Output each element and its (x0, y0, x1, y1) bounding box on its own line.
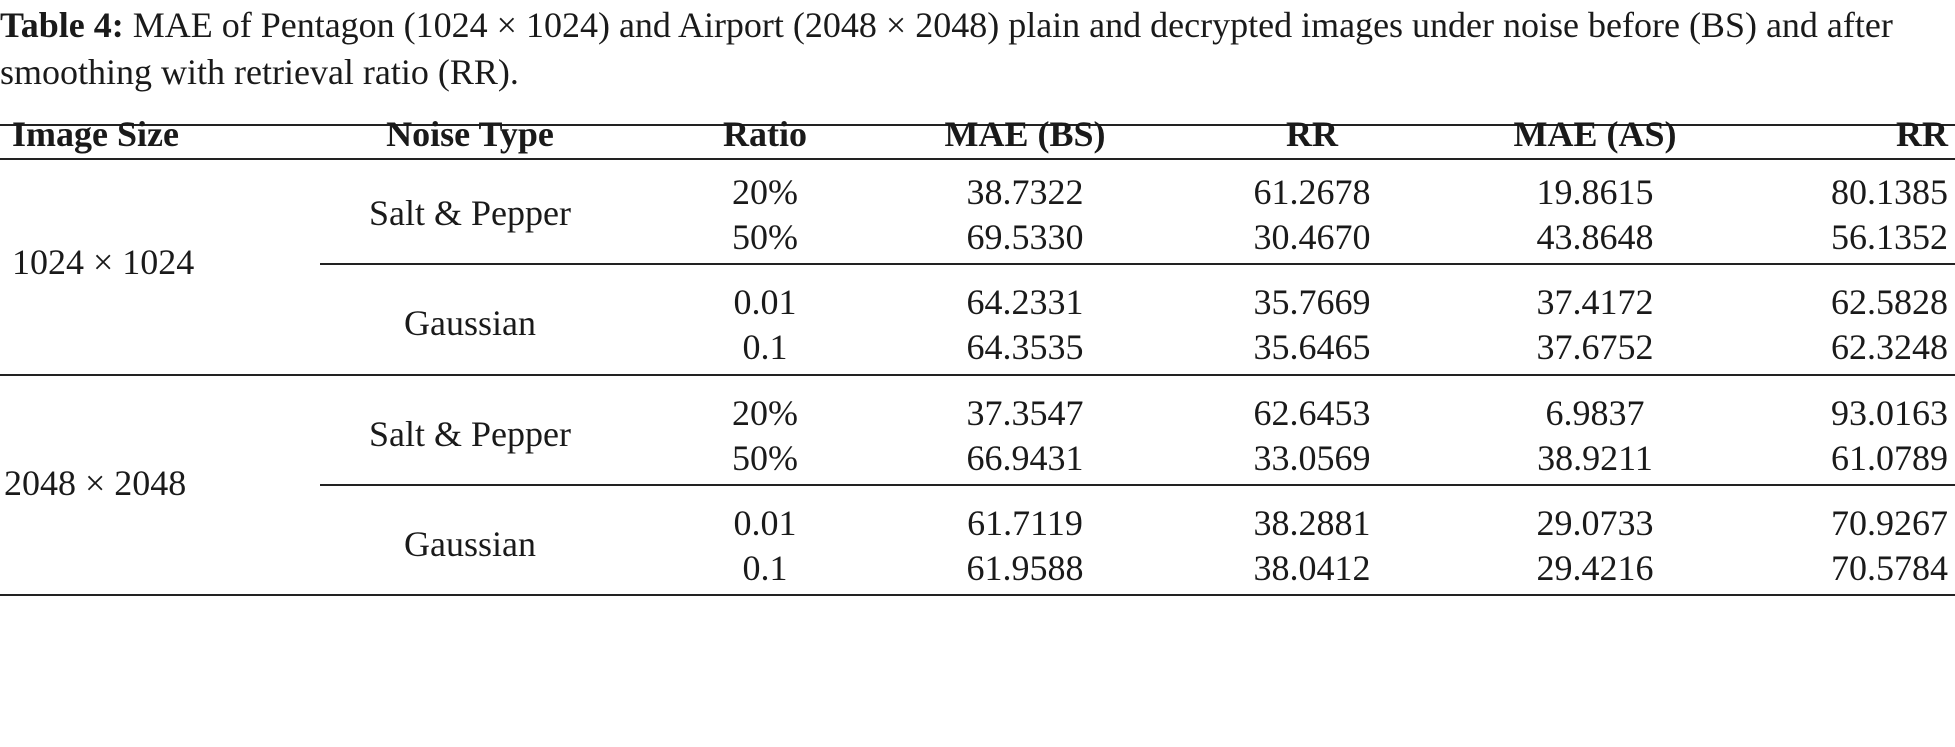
table-caption: Table 4: MAE of Pentagon (1024 × 1024) a… (0, 2, 1955, 96)
rr-as-cell: 70.9267 (1831, 503, 1948, 543)
ratio-cell: 0.01 (733, 503, 797, 543)
noise-type-gaussian-1024: Gaussian (404, 303, 536, 343)
mae-bs-cell: 37.3547 (966, 393, 1084, 433)
header-rr-bs: RR (1286, 114, 1338, 154)
rr-as-cell: 70.5784 (1831, 548, 1948, 588)
noise-type-salt-pepper-1024: Salt & Pepper (369, 193, 571, 233)
caption-text: MAE of Pentagon (1024 × 1024) and Airpor… (0, 5, 1893, 92)
rr-bs-cell: 30.4670 (1253, 217, 1371, 257)
rr-bs-cell: 35.7669 (1253, 282, 1371, 322)
image-size-2048: 2048 × 2048 (4, 463, 187, 503)
top-rule (0, 124, 1955, 126)
rr-as-cell: 61.0789 (1831, 438, 1948, 478)
group-separator-rule (0, 374, 1955, 376)
mae-as-cell: 29.0733 (1536, 503, 1654, 543)
group2-mid-rule (320, 484, 1955, 486)
ratio-cell: 0.1 (742, 327, 788, 367)
rr-bs-cell: 38.0412 (1253, 548, 1371, 588)
header-rule (0, 158, 1955, 160)
rr-as-cell: 56.1352 (1831, 217, 1948, 257)
mae-bs-cell: 64.3535 (966, 327, 1084, 367)
image-size-1024: 1024 × 1024 (12, 242, 195, 282)
rr-bs-cell: 33.0569 (1253, 438, 1371, 478)
noise-type-gaussian-2048: Gaussian (404, 524, 536, 564)
rr-as-cell: 80.1385 (1831, 172, 1948, 212)
rr-as-cell: 62.5828 (1831, 282, 1948, 322)
caption-label: Table 4: (0, 5, 124, 45)
header-mae-as: MAE (AS) (1513, 114, 1677, 154)
ratio-cell: 50% (732, 217, 798, 257)
mae-bs-cell: 64.2331 (966, 282, 1084, 322)
mae-as-cell: 43.8648 (1536, 217, 1654, 257)
rr-bs-cell: 61.2678 (1253, 172, 1371, 212)
ratio-cell: 20% (732, 172, 798, 212)
bottom-rule (0, 594, 1955, 596)
mae-as-cell: 29.4216 (1536, 548, 1654, 588)
rr-as-cell: 93.0163 (1831, 393, 1948, 433)
rr-bs-cell: 35.6465 (1253, 327, 1371, 367)
header-mae-bs: MAE (BS) (944, 114, 1106, 154)
mae-as-cell: 38.9211 (1537, 438, 1653, 478)
ratio-cell: 50% (732, 438, 798, 478)
noise-type-salt-pepper-2048: Salt & Pepper (369, 414, 571, 454)
rr-bs-cell: 62.6453 (1253, 393, 1371, 433)
mae-bs-cell: 66.9431 (966, 438, 1084, 478)
header-ratio: Ratio (723, 114, 807, 154)
mae-bs-cell: 61.9588 (966, 548, 1084, 588)
mae-bs-cell: 69.5330 (966, 217, 1084, 257)
header-rr-as: RR (1896, 114, 1948, 154)
mae-as-cell: 19.8615 (1536, 172, 1654, 212)
ratio-cell: 20% (732, 393, 798, 433)
ratio-cell: 0.01 (733, 282, 797, 322)
mae-bs-cell: 38.7322 (966, 172, 1084, 212)
rr-as-cell: 62.3248 (1831, 327, 1948, 367)
group1-mid-rule (320, 263, 1955, 265)
mae-as-cell: 37.4172 (1536, 282, 1654, 322)
ratio-cell: 0.1 (742, 548, 788, 588)
mae-as-cell: 6.9837 (1545, 393, 1645, 433)
rr-bs-cell: 38.2881 (1253, 503, 1371, 543)
header-image-size: Image Size (12, 114, 179, 154)
header-noise-type: Noise Type (386, 114, 554, 154)
mae-bs-cell: 61.7119 (967, 503, 1083, 543)
mae-as-cell: 37.6752 (1536, 327, 1654, 367)
